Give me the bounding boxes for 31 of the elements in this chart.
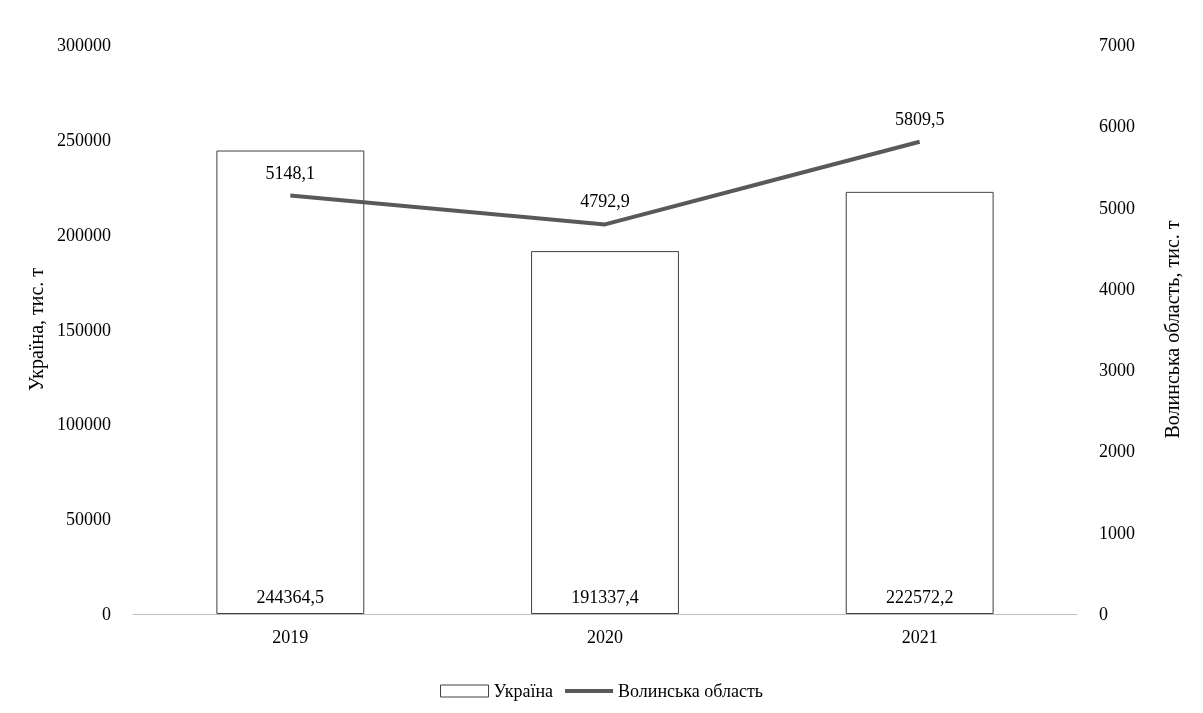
x-tick-label: 2021: [901, 627, 938, 647]
y2-tick-label: 4000: [1099, 278, 1135, 299]
bar: [216, 150, 365, 614]
bar: [531, 251, 679, 614]
data-label: 191337,4: [571, 587, 639, 607]
y-tick-label: 200000: [57, 224, 111, 245]
y-tick-label: 50000: [66, 509, 111, 530]
y-tick-label: 300000: [57, 35, 111, 55]
x-tick-label: 2020: [587, 627, 623, 647]
y2-tick-label: 6000: [1099, 116, 1135, 137]
data-label: 244364,5: [256, 587, 325, 607]
y-tick-label: 0: [102, 604, 111, 624]
y2-tick-label: 0: [1099, 604, 1108, 624]
y-axis-title: Україна, тис. т: [25, 267, 49, 392]
data-label: 5809,5: [894, 108, 945, 129]
legend-label: Волинська область: [618, 681, 763, 701]
data-label: 5148,1: [265, 162, 316, 183]
data-label: 222572,2: [885, 587, 954, 607]
y2-tick-label: 1000: [1099, 522, 1135, 543]
y-tick-label: 100000: [57, 414, 111, 435]
y2-tick-label: 2000: [1099, 441, 1135, 462]
bar: [845, 191, 994, 614]
data-label: 4792,9: [580, 191, 630, 212]
x-tick-label: 2019: [272, 627, 309, 647]
legend-label: Україна: [493, 681, 554, 701]
y-tick-label: 150000: [57, 319, 111, 340]
y2-tick-label: 5000: [1099, 197, 1135, 218]
y2-tick-label: 7000: [1099, 35, 1135, 55]
y-tick-label: 250000: [57, 129, 111, 150]
y2-tick-label: 3000: [1099, 360, 1135, 381]
y2-axis-title: Волинська область, тис. т: [1161, 220, 1183, 439]
